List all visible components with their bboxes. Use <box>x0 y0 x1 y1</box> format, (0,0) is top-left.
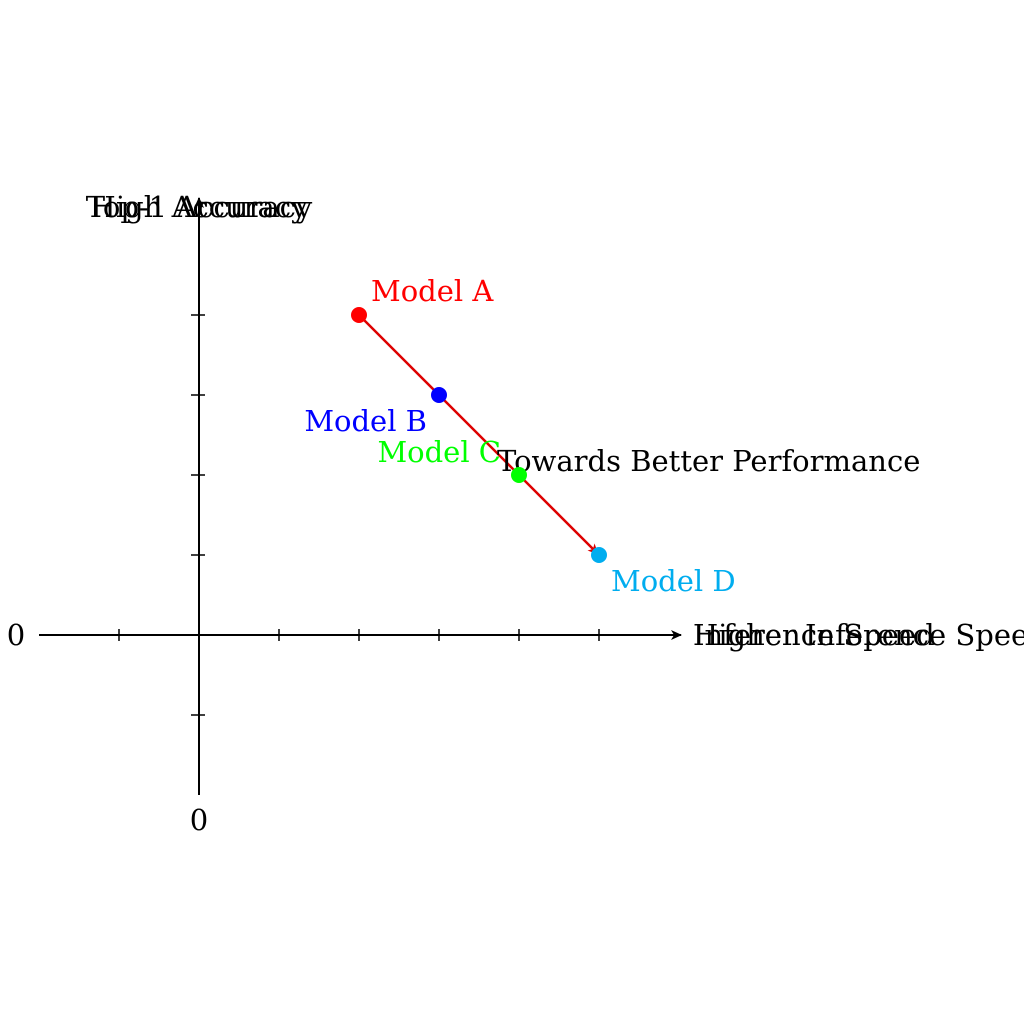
y-axis-label-alt: High Accuracy <box>91 190 309 224</box>
x-axis-label: Inference Speed <box>693 618 935 652</box>
trend-annotation-label: Towards Better Performance <box>497 444 920 478</box>
x-axis-ticks <box>118 629 600 641</box>
y-axis-label: Top-1 Accuracy <box>86 190 313 224</box>
data-point <box>591 547 607 563</box>
y-axis-ticks <box>191 314 205 716</box>
data-point-label: Model D <box>611 564 736 598</box>
trend-arrow <box>358 314 599 555</box>
data-point <box>431 387 447 403</box>
data-point-label: Model A <box>371 274 494 308</box>
data-point <box>511 467 527 483</box>
data-point-label: Model B <box>304 404 427 438</box>
data-point <box>351 307 367 323</box>
y-origin-label: 0 <box>190 803 208 837</box>
data-point-label: Model C <box>377 435 501 469</box>
x-origin-label: 0 <box>7 618 25 652</box>
x-axis-label-alt: Higher Inference Speed <box>693 618 1024 652</box>
